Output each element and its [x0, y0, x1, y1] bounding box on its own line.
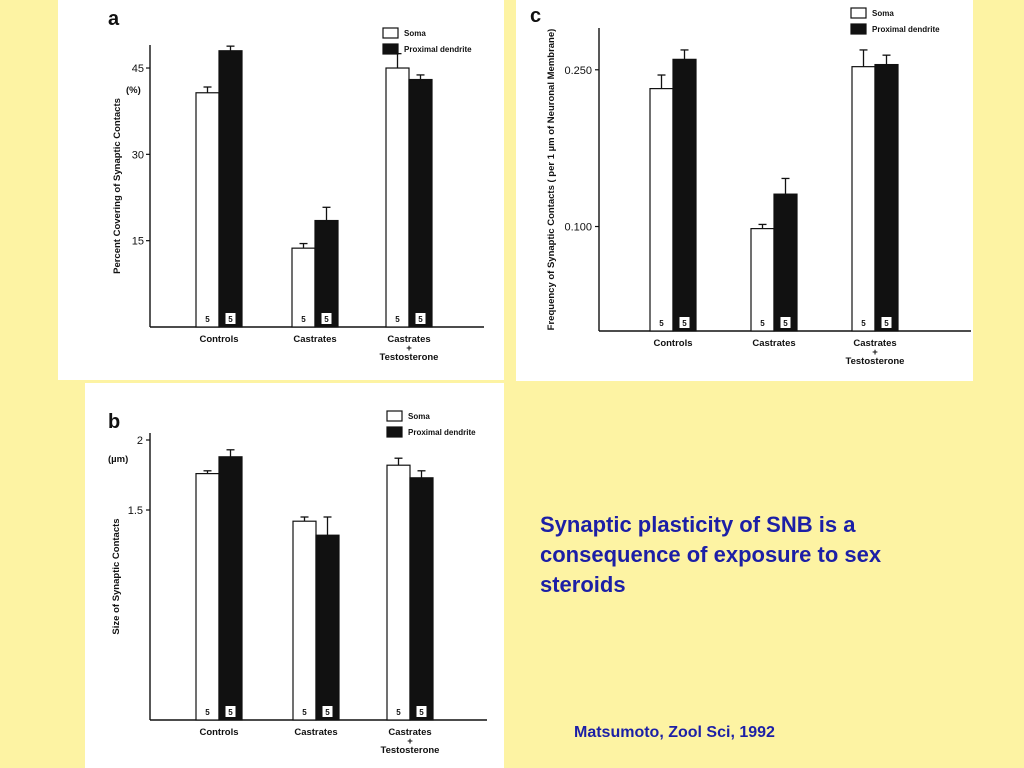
- bar-soma-1: [195, 92, 220, 328]
- y-axis-label: Size of Synaptic Contacts: [111, 518, 122, 634]
- bar-dendrite-3: [408, 78, 433, 328]
- n-label: 5: [301, 315, 306, 324]
- legend-swatch-soma: [850, 7, 867, 19]
- y-tick-label: 15: [132, 236, 144, 248]
- panel-label-c: c: [530, 5, 541, 27]
- category-label: +: [406, 343, 412, 354]
- n-label: 5: [228, 708, 233, 717]
- slide-caption: Synaptic plasticity of SNB is a conseque…: [540, 512, 882, 597]
- legend-swatch-dendrite: [850, 23, 867, 35]
- chart-b-svg: b 1.5 2 (µm) Size of Synaptic Contacts 5 5 Cont…: [108, 410, 487, 756]
- category-label: Castrates: [388, 727, 431, 738]
- legend-label: Proximal dendrite: [408, 428, 476, 437]
- panel-label-b: b: [108, 411, 120, 433]
- panel-label-a: a: [108, 8, 120, 30]
- n-label: 5: [395, 315, 400, 324]
- y-tick-label: 0.250: [564, 65, 592, 77]
- n-label: 5: [659, 319, 664, 328]
- category-label: Controls: [653, 338, 692, 349]
- n-label: 5: [325, 708, 330, 717]
- category-label: +: [407, 736, 413, 747]
- n-label-box: [881, 317, 892, 328]
- bar-dendrite-2: [315, 534, 340, 721]
- legend-swatch-dendrite: [382, 43, 399, 55]
- y-axis-label: Percent Covering of Synaptic Contacts: [112, 98, 123, 274]
- n-label: 5: [419, 708, 424, 717]
- legend-label: Soma: [872, 9, 894, 18]
- legend-label: Soma: [404, 29, 426, 38]
- category-label: Controls: [199, 334, 238, 345]
- legend-label: Soma: [408, 412, 430, 421]
- bar-soma-3: [386, 464, 411, 721]
- chart-panel-a: a 15 30 45 (%) Percent Covering of Synaptic C…: [58, 0, 504, 380]
- n-label-box: [780, 317, 791, 328]
- n-label: 5: [205, 315, 210, 324]
- chart-panel-b: b 1.5 2 (µm) Size of Synaptic Contacts 5 5 Cont…: [85, 383, 504, 768]
- category-label: Testosterone: [380, 352, 439, 363]
- n-label: 5: [228, 315, 233, 324]
- y-axis-label: Frequency of Synaptic Contacts ( per 1 µ…: [546, 29, 557, 331]
- citation: Matsumoto, Zool Sci, 1992: [574, 724, 775, 741]
- n-label: 5: [302, 708, 307, 717]
- bar-soma-1: [649, 87, 674, 332]
- category-label: Testosterone: [846, 356, 905, 367]
- n-label-box: [225, 706, 236, 717]
- n-label: 5: [205, 708, 210, 717]
- n-label: 5: [760, 319, 765, 328]
- category-label: Controls: [199, 727, 238, 738]
- n-label-box: [415, 313, 426, 324]
- bar-soma-1: [195, 472, 220, 721]
- n-label-box: [679, 317, 690, 328]
- category-label: Castrates: [294, 727, 337, 738]
- category-label: Castrates: [387, 334, 430, 345]
- n-label: 5: [396, 708, 401, 717]
- legend-swatch-soma: [386, 410, 403, 422]
- legend-swatch-soma: [382, 27, 399, 39]
- bar-dendrite-2: [773, 193, 798, 332]
- chart-a-svg: a 15 30 45 (%)Percent Covering of Synaptic C…: [108, 8, 484, 363]
- y-tick-label: 2: [137, 435, 143, 447]
- y-tick-label: 1.5: [128, 505, 143, 517]
- legend-label: Proximal dendrite: [872, 25, 940, 34]
- bar-soma-2: [750, 228, 775, 332]
- n-label: 5: [861, 319, 866, 328]
- n-label: 5: [324, 315, 329, 324]
- chart-c-svg: c 0.100 0.250 Frequency of Synaptic Contact…: [530, 5, 971, 367]
- y-tick-label: 0.100: [564, 222, 592, 234]
- n-label: 5: [682, 319, 687, 328]
- category-label: Castrates: [293, 334, 336, 345]
- bar-soma-3: [851, 66, 876, 332]
- y-unit-label: (µm): [108, 454, 128, 465]
- bar-dendrite-1: [218, 50, 243, 328]
- n-label: 5: [783, 319, 788, 328]
- category-label: +: [872, 347, 878, 358]
- bar-soma-2: [292, 520, 317, 721]
- n-label-box: [321, 313, 332, 324]
- bar-dendrite-3: [874, 63, 899, 332]
- n-label: 5: [418, 315, 423, 324]
- legend-swatch-dendrite: [386, 426, 403, 438]
- y-tick-label: 30: [132, 149, 144, 161]
- n-label-box: [416, 706, 427, 717]
- n-label-box: [322, 706, 333, 717]
- legend-label: Proximal dendrite: [404, 45, 472, 54]
- bar-dendrite-2: [314, 219, 339, 328]
- category-label: Castrates: [853, 338, 896, 349]
- n-label: 5: [884, 319, 889, 328]
- n-label-box: [225, 313, 236, 324]
- bar-soma-3: [385, 67, 410, 328]
- bar-dendrite-1: [218, 456, 243, 721]
- chart-panel-c: c 0.100 0.250 Frequency of Synaptic Contact…: [516, 0, 973, 381]
- bar-dendrite-3: [409, 477, 434, 721]
- y-unit-label: (%): [126, 85, 141, 96]
- bar-dendrite-1: [672, 58, 697, 332]
- category-label: Castrates: [752, 338, 795, 349]
- category-label: Testosterone: [381, 745, 440, 756]
- y-tick-label: 45: [132, 63, 144, 75]
